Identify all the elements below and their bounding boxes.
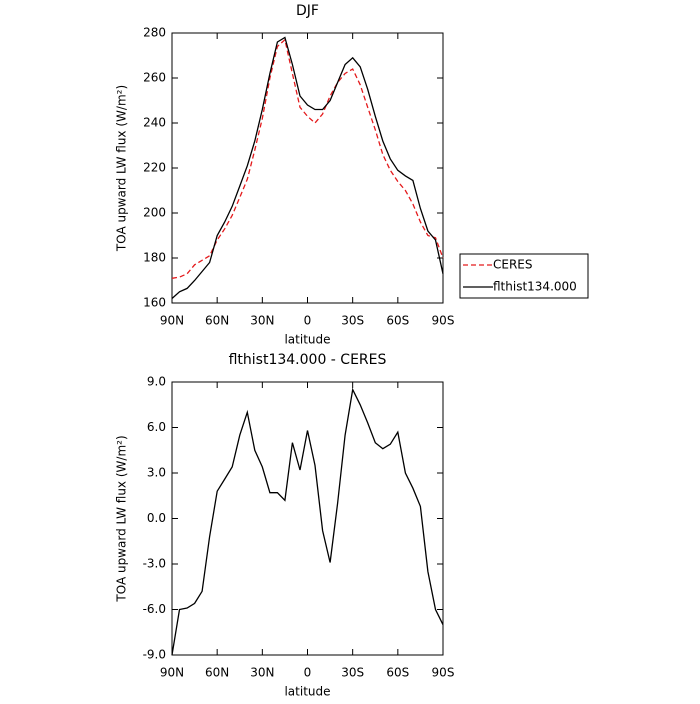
plot-frame [171, 32, 444, 304]
x-tick-label: 0 [304, 314, 312, 328]
y-tick-label: -6.0 [143, 602, 166, 616]
legend-box [459, 253, 589, 299]
x-tick-label: 30S [341, 666, 364, 680]
x-tick-label: 30S [341, 314, 364, 328]
y-tick-label: 160 [143, 296, 166, 310]
y-tick-label: 6.0 [147, 420, 166, 434]
y-tick-label: -3.0 [143, 557, 166, 571]
legend-label: flthist134.000 [493, 280, 577, 294]
y-tick-label: 9.0 [147, 375, 166, 389]
y-axis-label: TOA upward LW flux (W/m²) [115, 435, 129, 602]
x-tick-label: 90S [432, 666, 455, 680]
x-tick-label: 90S [432, 314, 455, 328]
y-tick-label: 180 [143, 251, 166, 265]
legend-label: CERES [493, 258, 533, 272]
x-tick-label: 60S [386, 314, 409, 328]
x-tick-label: 90N [160, 314, 184, 328]
x-axis-label: latitude [284, 685, 330, 699]
data-line [171, 387, 444, 656]
x-tick-label: 90N [160, 666, 184, 680]
x-axis-label: latitude [284, 333, 330, 347]
x-tick-label: 0 [304, 666, 312, 680]
y-tick-label: 240 [143, 116, 166, 130]
chart-title: flthist134.000 - CERES [229, 352, 387, 368]
y-tick-label: 220 [143, 161, 166, 175]
y-tick-label: 3.0 [147, 466, 166, 480]
y-tick-label: 280 [143, 26, 166, 40]
data-line [171, 36, 444, 299]
y-tick-label: -9.0 [143, 648, 166, 662]
x-tick-label: 60N [205, 314, 229, 328]
chart-title: DJF [296, 3, 319, 19]
y-tick-label: 200 [143, 206, 166, 220]
data-line [171, 38, 444, 279]
x-tick-label: 60S [386, 666, 409, 680]
y-tick-label: 260 [143, 71, 166, 85]
x-tick-label: 30N [250, 666, 274, 680]
x-tick-label: 60N [205, 666, 229, 680]
x-tick-label: 30N [250, 314, 274, 328]
y-axis-label: TOA upward LW flux (W/m²) [115, 85, 129, 252]
y-tick-label: 0.0 [147, 511, 166, 525]
